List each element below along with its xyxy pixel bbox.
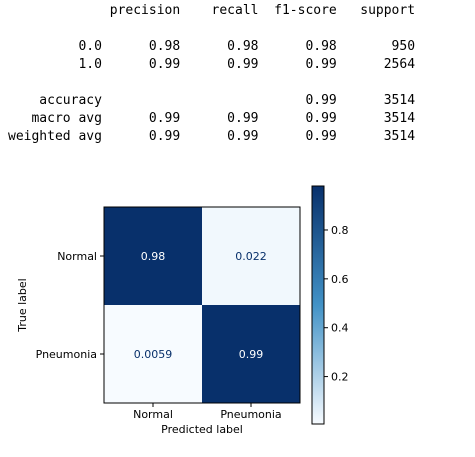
report-cell: 0.99 xyxy=(180,129,259,144)
report-cell: 0.99 xyxy=(258,93,337,108)
matrix-cell xyxy=(202,207,300,305)
y-tick-label: Normal xyxy=(57,250,97,263)
x-tick-label: Pneumonia xyxy=(220,408,281,421)
cell-value-label: 0.99 xyxy=(239,348,264,361)
colorbar-tick-label: 0.8 xyxy=(331,224,349,237)
report-row-label: 1.0 xyxy=(8,57,102,72)
cell-value-label: 0.98 xyxy=(141,250,166,263)
matrix-frame xyxy=(103,206,301,404)
cell-value-label: 0.0059 xyxy=(134,348,173,361)
report-row-label: weighted avg xyxy=(8,129,102,144)
report-cell: 0.99 xyxy=(180,57,259,72)
matrix-cell xyxy=(104,207,202,305)
y-tick-label: Pneumonia xyxy=(36,348,97,361)
cell-value-label: 0.022 xyxy=(235,250,267,263)
report-cell: 0.98 xyxy=(180,39,259,54)
report-column-header: support xyxy=(336,3,416,18)
x-axis-label: Predicted label xyxy=(161,423,243,436)
report-cell: 0.99 xyxy=(101,57,181,72)
colorbar-tick-label: 0.4 xyxy=(331,322,349,335)
report-row-label: accuracy xyxy=(8,93,102,108)
report-cell: 3514 xyxy=(336,129,416,144)
colorbar-tick-label: 0.2 xyxy=(331,371,349,384)
report-cell: 0.99 xyxy=(258,57,337,72)
report-cell: 0.99 xyxy=(258,111,337,126)
report-row-label: macro avg xyxy=(8,111,102,126)
x-tick-label: Normal xyxy=(133,408,173,421)
colorbar-tick-label: 0.6 xyxy=(331,273,349,286)
report-cell: 0.99 xyxy=(258,129,337,144)
report-row-label: 0.0 xyxy=(8,39,102,54)
report-cell: 0.98 xyxy=(101,39,181,54)
report-cell: 950 xyxy=(336,39,416,54)
y-axis-label: True label xyxy=(16,278,29,332)
report-cell: 0.99 xyxy=(101,111,181,126)
matrix-cell xyxy=(104,305,202,403)
colorbar xyxy=(311,185,325,425)
report-column-header: f1-score xyxy=(258,3,337,18)
report-cell: 0.98 xyxy=(258,39,337,54)
classification-report: precision recall f1-score support 0.0 0.… xyxy=(8,2,415,146)
report-column-header: precision xyxy=(101,3,181,18)
report-cell: 2564 xyxy=(336,57,416,72)
report-column-header: recall xyxy=(180,3,259,18)
matrix-cell xyxy=(202,305,300,403)
report-cell: 0.99 xyxy=(180,111,259,126)
report-cell: 3514 xyxy=(336,93,416,108)
report-cell: 0.99 xyxy=(101,129,181,144)
report-cell: 3514 xyxy=(336,111,416,126)
